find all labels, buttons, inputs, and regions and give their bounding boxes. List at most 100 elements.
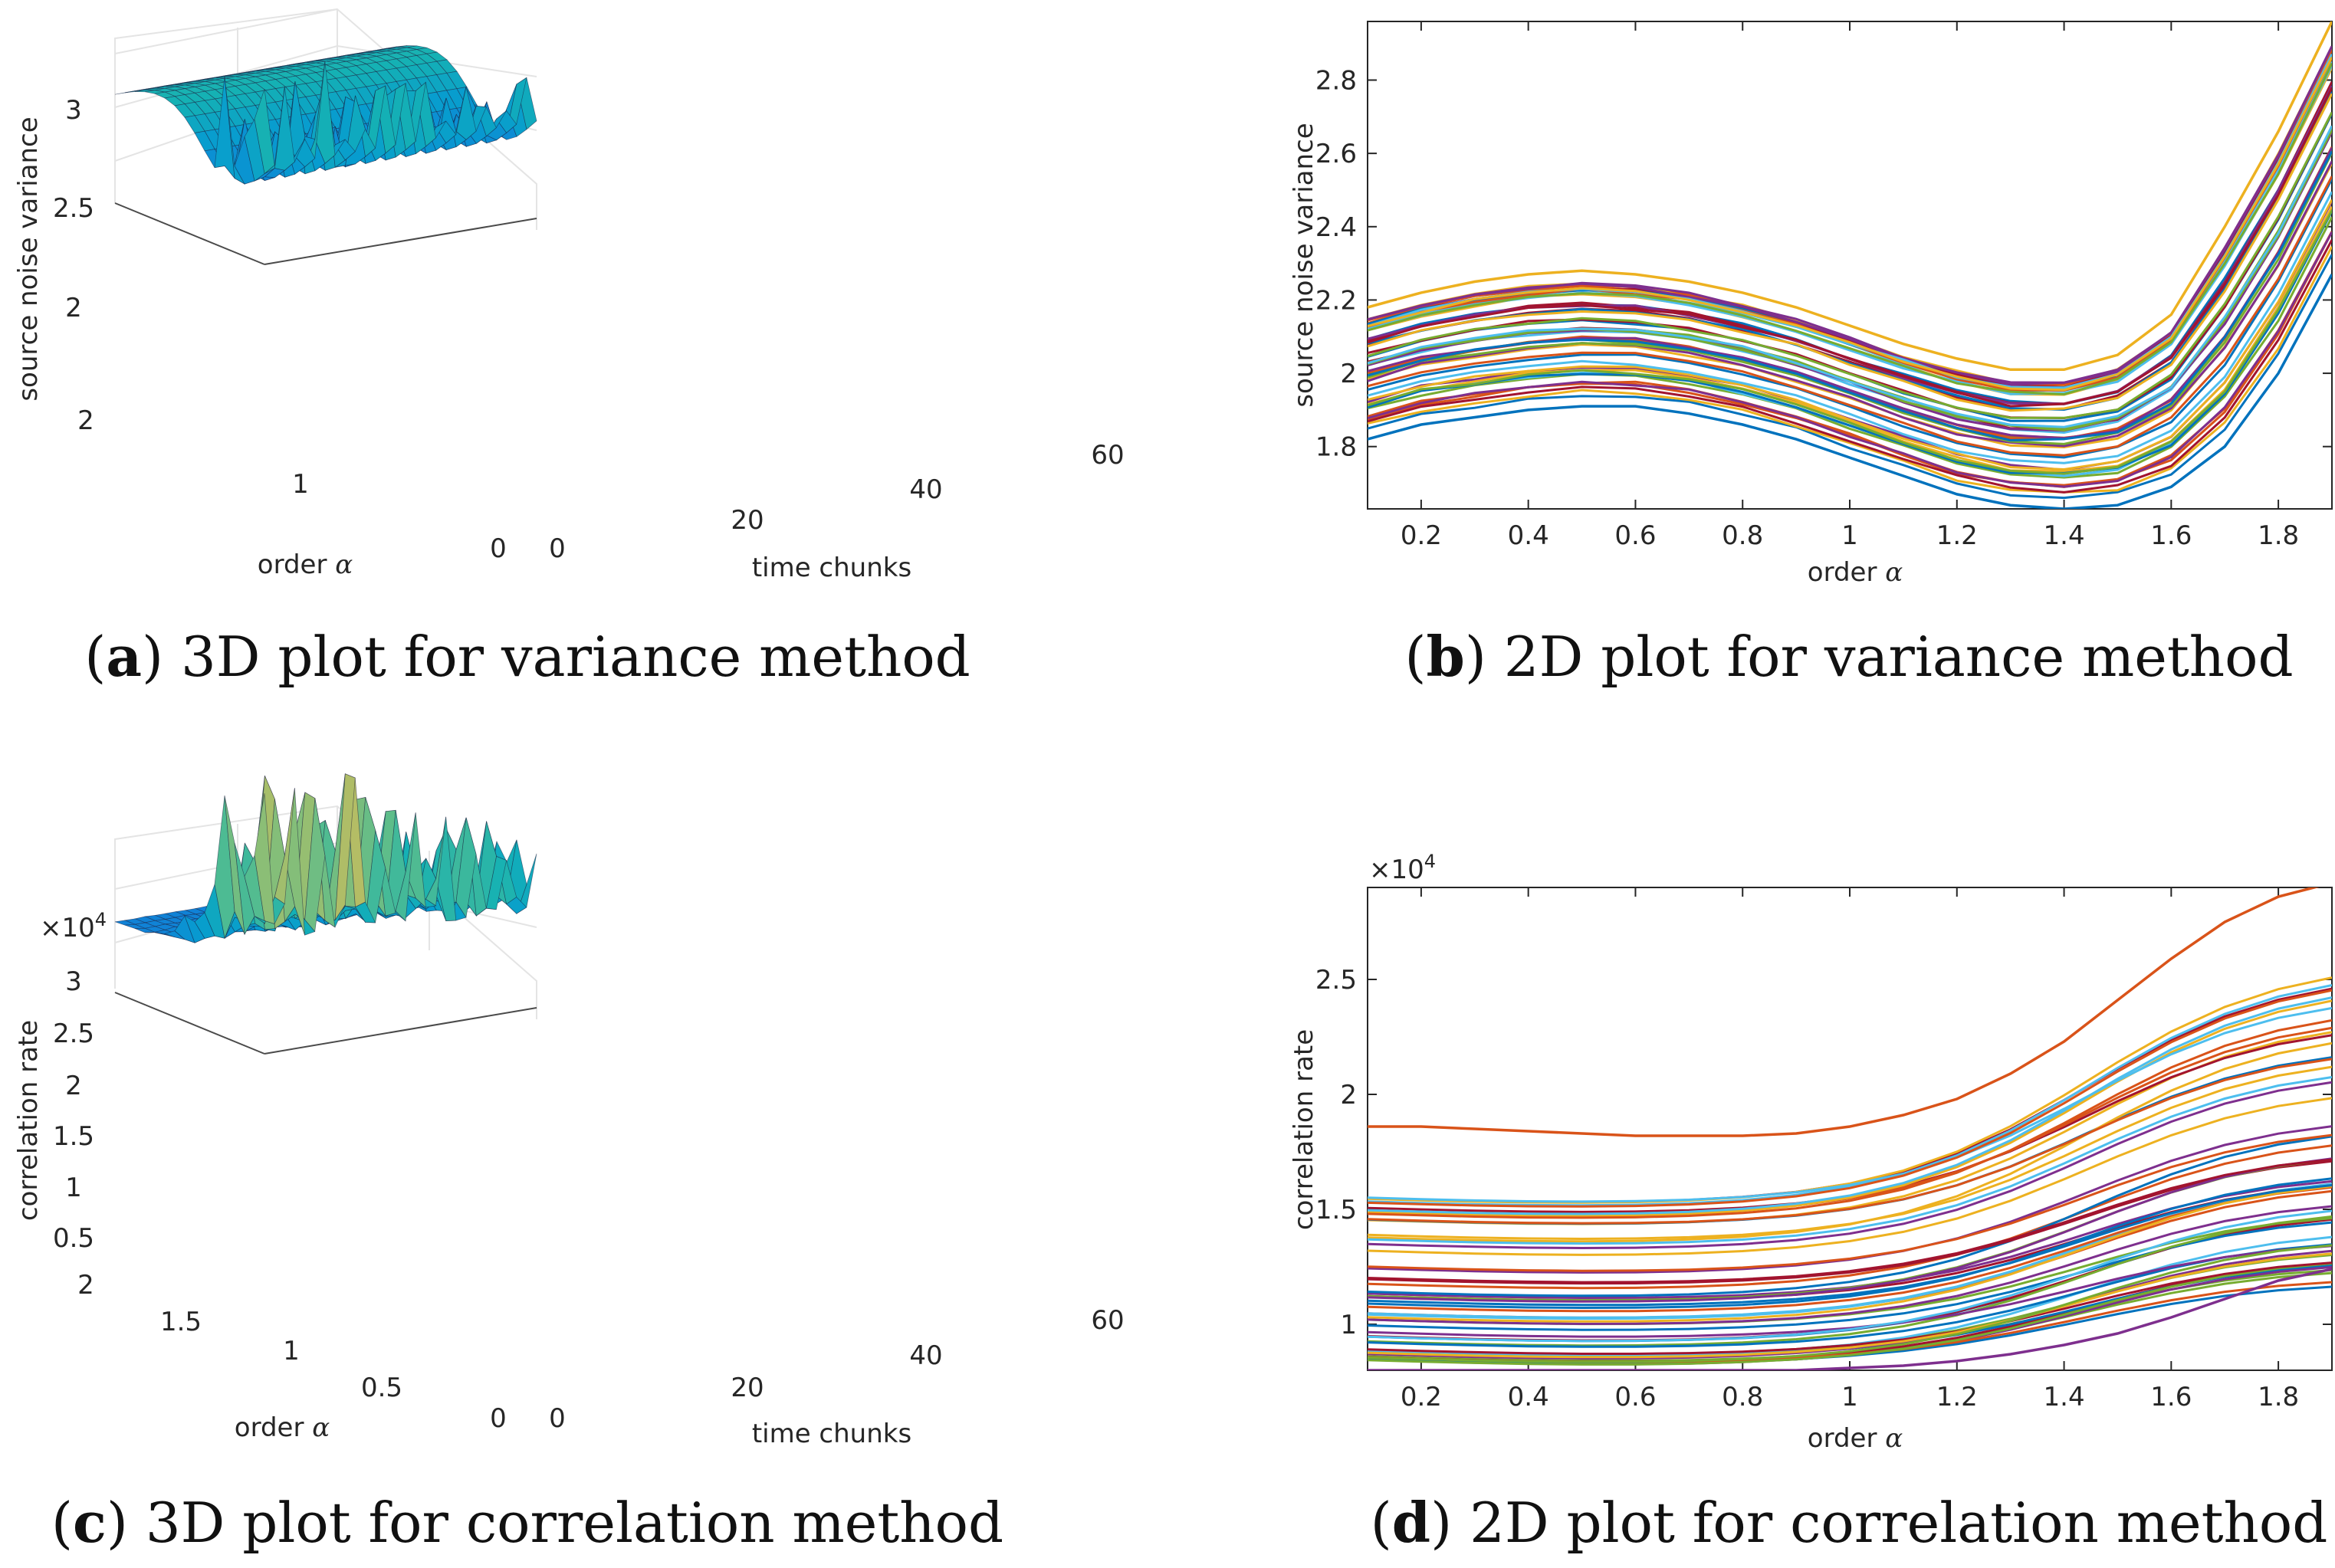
panel-d-series-line <box>1368 1019 2332 1219</box>
panel-b-series-line <box>1368 160 2332 448</box>
panel-b-lines <box>1368 21 2332 509</box>
panel-c-y-tick-0.5: 0.5 <box>361 1373 402 1403</box>
panel-b-series-line <box>1368 191 2332 464</box>
panel-d-series-line <box>1368 1133 2332 1272</box>
panel-b-x-label: order α <box>1808 557 1903 588</box>
panel-c-y-tick-2: 2 <box>77 1270 94 1301</box>
panel-b-series-line <box>1368 62 2332 396</box>
panel-b-series-line <box>1368 87 2332 408</box>
panel-d-series-line <box>1368 1245 2332 1338</box>
panel-b-series-line <box>1368 56 2332 392</box>
panel-a-z-label: source noise variance <box>13 116 44 401</box>
panel-b-series-line <box>1368 111 2332 419</box>
panel-c-y-tick-1: 1 <box>283 1336 300 1366</box>
panel-a-caption-text: 3D plot for variance method <box>163 625 970 689</box>
panel-d-series-line <box>1368 996 2332 1215</box>
panel-c-z-tick-2.5: 2.5 <box>53 1019 94 1049</box>
panel-a-axes <box>114 202 537 265</box>
panel-d-series-line <box>1368 999 2332 1218</box>
panel-b-x-tick-label: 0.8 <box>1722 520 1763 551</box>
panel-d-series-line <box>1368 1158 2332 1284</box>
panel-d-x-label-alpha: α <box>1885 1423 1903 1454</box>
panel-d-series-line <box>1368 1135 2332 1297</box>
panel-a-y-tick-1: 1 <box>292 469 309 500</box>
panel-d-x-tick-label: 0.6 <box>1614 1382 1656 1412</box>
panel-c-caption-text: 3D plot for correlation method <box>128 1491 1003 1555</box>
panel-a-y-tick-0: 0 <box>490 533 507 564</box>
panel-c-z-tick-1: 1 <box>65 1173 82 1203</box>
panel-a-y-label-text: order <box>258 549 335 580</box>
panel-b-series-0 <box>1368 274 2332 509</box>
panel-c-x-tick-20: 20 <box>731 1373 764 1403</box>
panel-a-z-tick-2: 2 <box>65 293 82 323</box>
panel-b-ticks: 0.2 0.4 0.6 0.8 1 1.2 1.4 1.6 1.8 1.8 2 2.2 2.4 2.6 2.… <box>1315 21 2332 551</box>
panel-c-z-tick-2: 2 <box>65 1071 82 1101</box>
panel-b-series-line <box>1368 93 2332 412</box>
panel-c-y-label: order α <box>235 1412 330 1443</box>
panel-b-series-line <box>1368 246 2332 494</box>
panel-c-x-label: time chunks <box>752 1419 911 1449</box>
panel-c-z-tick-0.5: 0.5 <box>53 1223 94 1254</box>
panel-d-x-tick-label: 1.4 <box>2044 1382 2085 1412</box>
panel-b-x-label-text: order <box>1808 557 1885 588</box>
panel-d-series-line <box>1368 1209 2332 1343</box>
panel-a-y-tick-2: 2 <box>77 405 94 436</box>
panel-a-caption: (a) 3D plot for variance method <box>84 624 970 689</box>
panel-a-y-label-alpha: α <box>335 549 353 580</box>
panel-d-y-tick-label: 2 <box>1340 1080 1357 1110</box>
panel-d-x-tick-label: 1.8 <box>2258 1382 2299 1412</box>
panel-d-series-line <box>1368 1244 2332 1363</box>
panel-d-y-label: correlation rate <box>1289 1029 1319 1230</box>
panel-a-z-tick-2.5: 2.5 <box>53 193 94 224</box>
panel-c-3d-correlation: ×104 3 2.5 2 1.5 1 0.5 2 1.5 1 0.5 0 0 2… <box>13 773 1125 1555</box>
panel-b-series-line <box>1368 175 2332 457</box>
panel-d-ticks: 0.2 0.4 0.6 0.8 1 1.2 1.4 1.6 1.8 1 1.5 2 2.5 <box>1315 887 2332 1412</box>
panel-c-multiplier-base: ×10 <box>40 913 95 943</box>
panel-d-caption-text: 2D plot for correlation method <box>1452 1491 2327 1555</box>
panel-b-caption-letter: b <box>1426 624 1464 689</box>
panel-d-series-line <box>1368 1058 2332 1225</box>
panel-b-y-tick-label: 2.6 <box>1315 139 1357 169</box>
panel-d-series-0 <box>1368 887 2320 1137</box>
panel-b-x-tick-label: 1.8 <box>2258 520 2299 551</box>
panel-c-caption: (c) 3D plot for correlation method <box>51 1490 1003 1555</box>
panel-c-y-tick-1.5: 1.5 <box>160 1307 202 1337</box>
panel-a-x-tick-60: 60 <box>1091 440 1124 471</box>
panel-b-series-1 <box>1368 21 2332 372</box>
panel-d-series-line <box>1368 1186 2332 1313</box>
panel-c-x-tick-40: 40 <box>909 1340 942 1371</box>
panel-b-series-line <box>1368 254 2332 500</box>
panel-a-x-tick-20: 20 <box>731 505 764 536</box>
panel-b-y-label: source noise variance <box>1289 123 1319 407</box>
panel-d-series-line <box>1368 1081 2332 1250</box>
panel-d-series-line <box>1368 1261 2332 1355</box>
panel-c-z-label: correlation rate <box>13 1020 44 1221</box>
panel-b-x-tick-label: 0.2 <box>1401 520 1442 551</box>
panel-d-lines <box>1368 887 2332 1370</box>
panel-c-multiplier: ×104 <box>40 909 107 943</box>
panel-d-series-line <box>1368 1157 2332 1303</box>
panel-d-y-tick-label: 1.5 <box>1315 1195 1357 1225</box>
panel-b-series-line <box>1368 209 2332 475</box>
panel-d-series-group <box>1368 887 2332 1370</box>
panel-c-multiplier-exp: 4 <box>95 909 107 930</box>
panel-d-series-line <box>1368 1144 2332 1290</box>
panel-d-multiplier-base: ×10 <box>1369 855 1424 885</box>
panel-d-x-tick-label: 0.8 <box>1722 1382 1763 1412</box>
panel-c-caption-letter: c <box>73 1490 107 1555</box>
panel-d-x-label-text: order <box>1808 1423 1885 1454</box>
panel-a-x-tick-40: 40 <box>909 474 942 505</box>
panel-b-series-line <box>1368 178 2332 459</box>
panel-b-2d-variance: 0.2 0.4 0.6 0.8 1 1.2 1.4 1.6 1.8 1.8 2 2.2 2.4 2.6 2.… <box>1289 21 2333 689</box>
panel-b-caption: (b) 2D plot for variance method <box>1404 624 2293 689</box>
panel-c-z-tick-1.5: 1.5 <box>53 1121 94 1152</box>
panel-b-y-tick-label: 2.2 <box>1315 285 1357 316</box>
panel-b-series-line <box>1368 125 2332 428</box>
panel-c-axes <box>114 992 537 1055</box>
panel-c-y-label-text: order <box>235 1412 312 1443</box>
panel-b-series-line <box>1368 239 2332 494</box>
panel-d-series-line <box>1368 989 2332 1208</box>
panel-d-series-1 <box>1368 1268 2332 1370</box>
panel-b-y-tick-label: 2.4 <box>1315 212 1357 243</box>
panel-d-x-tick-label: 1.2 <box>1936 1382 1978 1412</box>
